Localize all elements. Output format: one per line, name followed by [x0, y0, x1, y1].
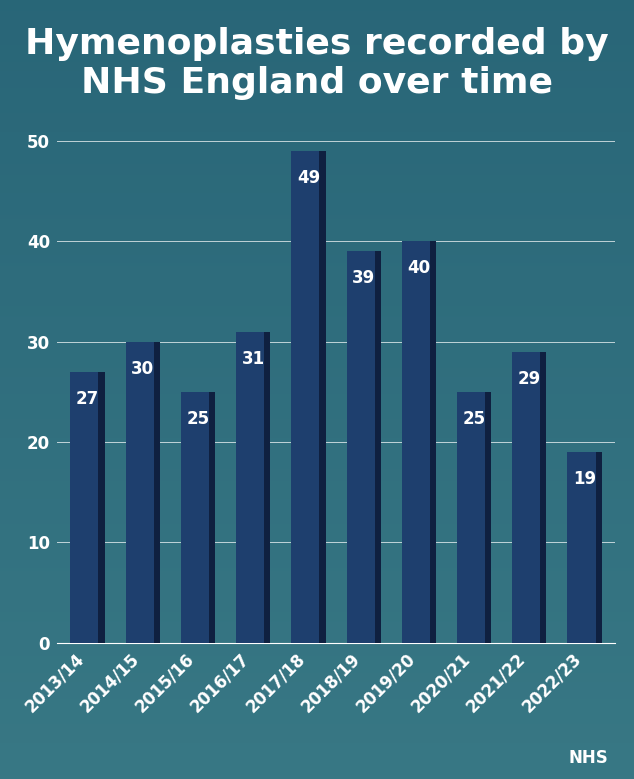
Bar: [320, 151, 325, 643]
Text: 29: 29: [518, 370, 541, 388]
Bar: [347, 251, 381, 643]
Text: 49: 49: [297, 169, 320, 187]
Bar: [540, 351, 547, 643]
Bar: [567, 452, 602, 643]
Text: 40: 40: [407, 259, 430, 277]
Bar: [375, 251, 381, 643]
Bar: [485, 392, 491, 643]
Text: NHS England over time: NHS England over time: [81, 66, 553, 100]
Text: 30: 30: [131, 360, 154, 378]
Bar: [209, 392, 215, 643]
Text: 19: 19: [573, 470, 596, 488]
Bar: [430, 241, 436, 643]
Bar: [98, 372, 105, 643]
Text: 39: 39: [352, 270, 375, 287]
Text: NHS: NHS: [569, 749, 609, 767]
Bar: [181, 392, 215, 643]
Text: Hymenoplasties recorded by: Hymenoplasties recorded by: [25, 27, 609, 62]
Bar: [402, 241, 436, 643]
Bar: [512, 351, 547, 643]
Bar: [264, 332, 270, 643]
Text: 27: 27: [76, 390, 99, 407]
Bar: [457, 392, 491, 643]
Text: 31: 31: [242, 350, 265, 368]
Bar: [236, 332, 270, 643]
Bar: [70, 372, 105, 643]
Bar: [595, 452, 602, 643]
Text: 25: 25: [186, 410, 209, 428]
Bar: [153, 341, 160, 643]
Text: 25: 25: [463, 410, 486, 428]
Bar: [291, 151, 325, 643]
Bar: [126, 341, 160, 643]
